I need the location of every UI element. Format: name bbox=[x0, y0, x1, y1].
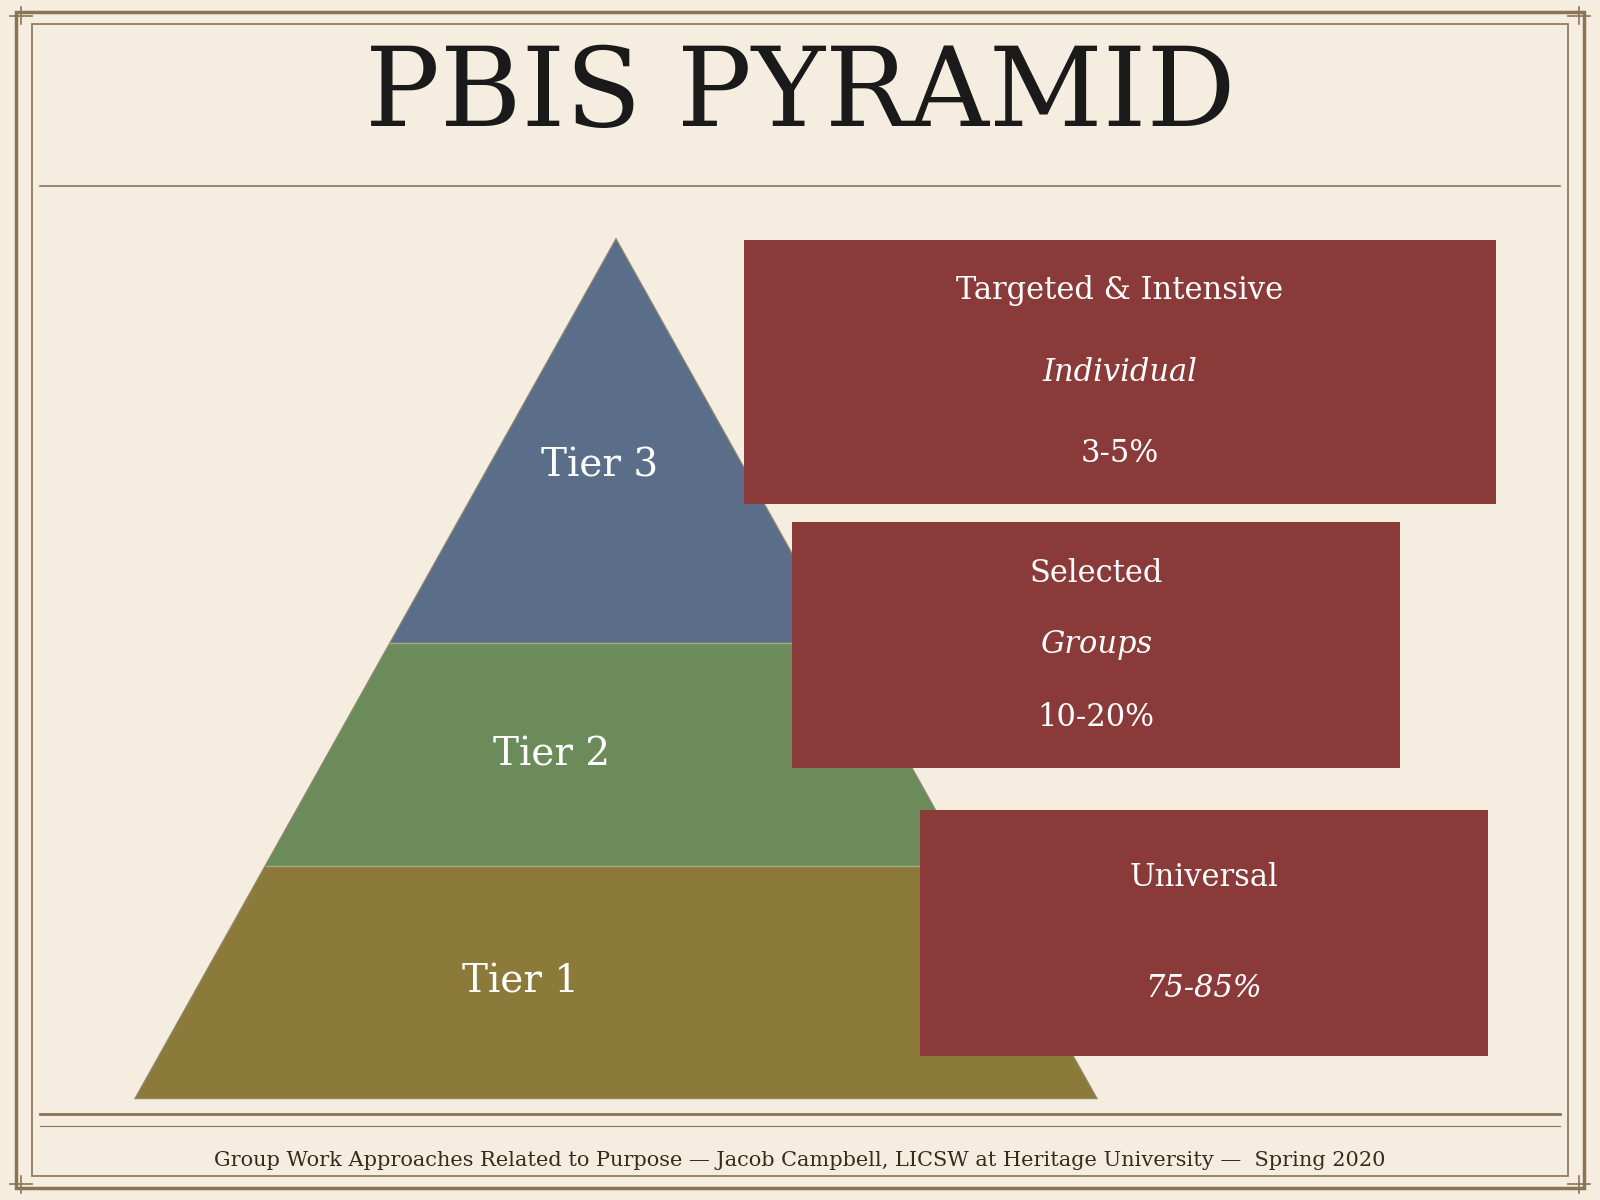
Text: Selected: Selected bbox=[1029, 558, 1163, 588]
FancyBboxPatch shape bbox=[792, 522, 1400, 768]
Text: Groups: Groups bbox=[1040, 630, 1152, 660]
Text: Tier 3: Tier 3 bbox=[541, 448, 659, 484]
Text: Tier 2: Tier 2 bbox=[493, 737, 611, 773]
Text: Targeted & Intensive: Targeted & Intensive bbox=[957, 275, 1283, 306]
Polygon shape bbox=[136, 866, 1096, 1098]
Text: Group Work Approaches Related to Purpose — Jacob Campbell, LICSW at Heritage Uni: Group Work Approaches Related to Purpose… bbox=[214, 1151, 1386, 1170]
Text: Individual: Individual bbox=[1043, 356, 1197, 388]
Polygon shape bbox=[390, 240, 842, 643]
Text: PBIS PYRAMID: PBIS PYRAMID bbox=[365, 42, 1235, 150]
Text: 3-5%: 3-5% bbox=[1082, 438, 1158, 469]
Polygon shape bbox=[266, 643, 966, 866]
Text: 75-85%: 75-85% bbox=[1146, 973, 1262, 1003]
FancyBboxPatch shape bbox=[920, 810, 1488, 1056]
Text: Universal: Universal bbox=[1130, 863, 1278, 893]
FancyBboxPatch shape bbox=[744, 240, 1496, 504]
Text: 10-20%: 10-20% bbox=[1037, 702, 1155, 732]
Text: Tier 1: Tier 1 bbox=[461, 964, 579, 1001]
